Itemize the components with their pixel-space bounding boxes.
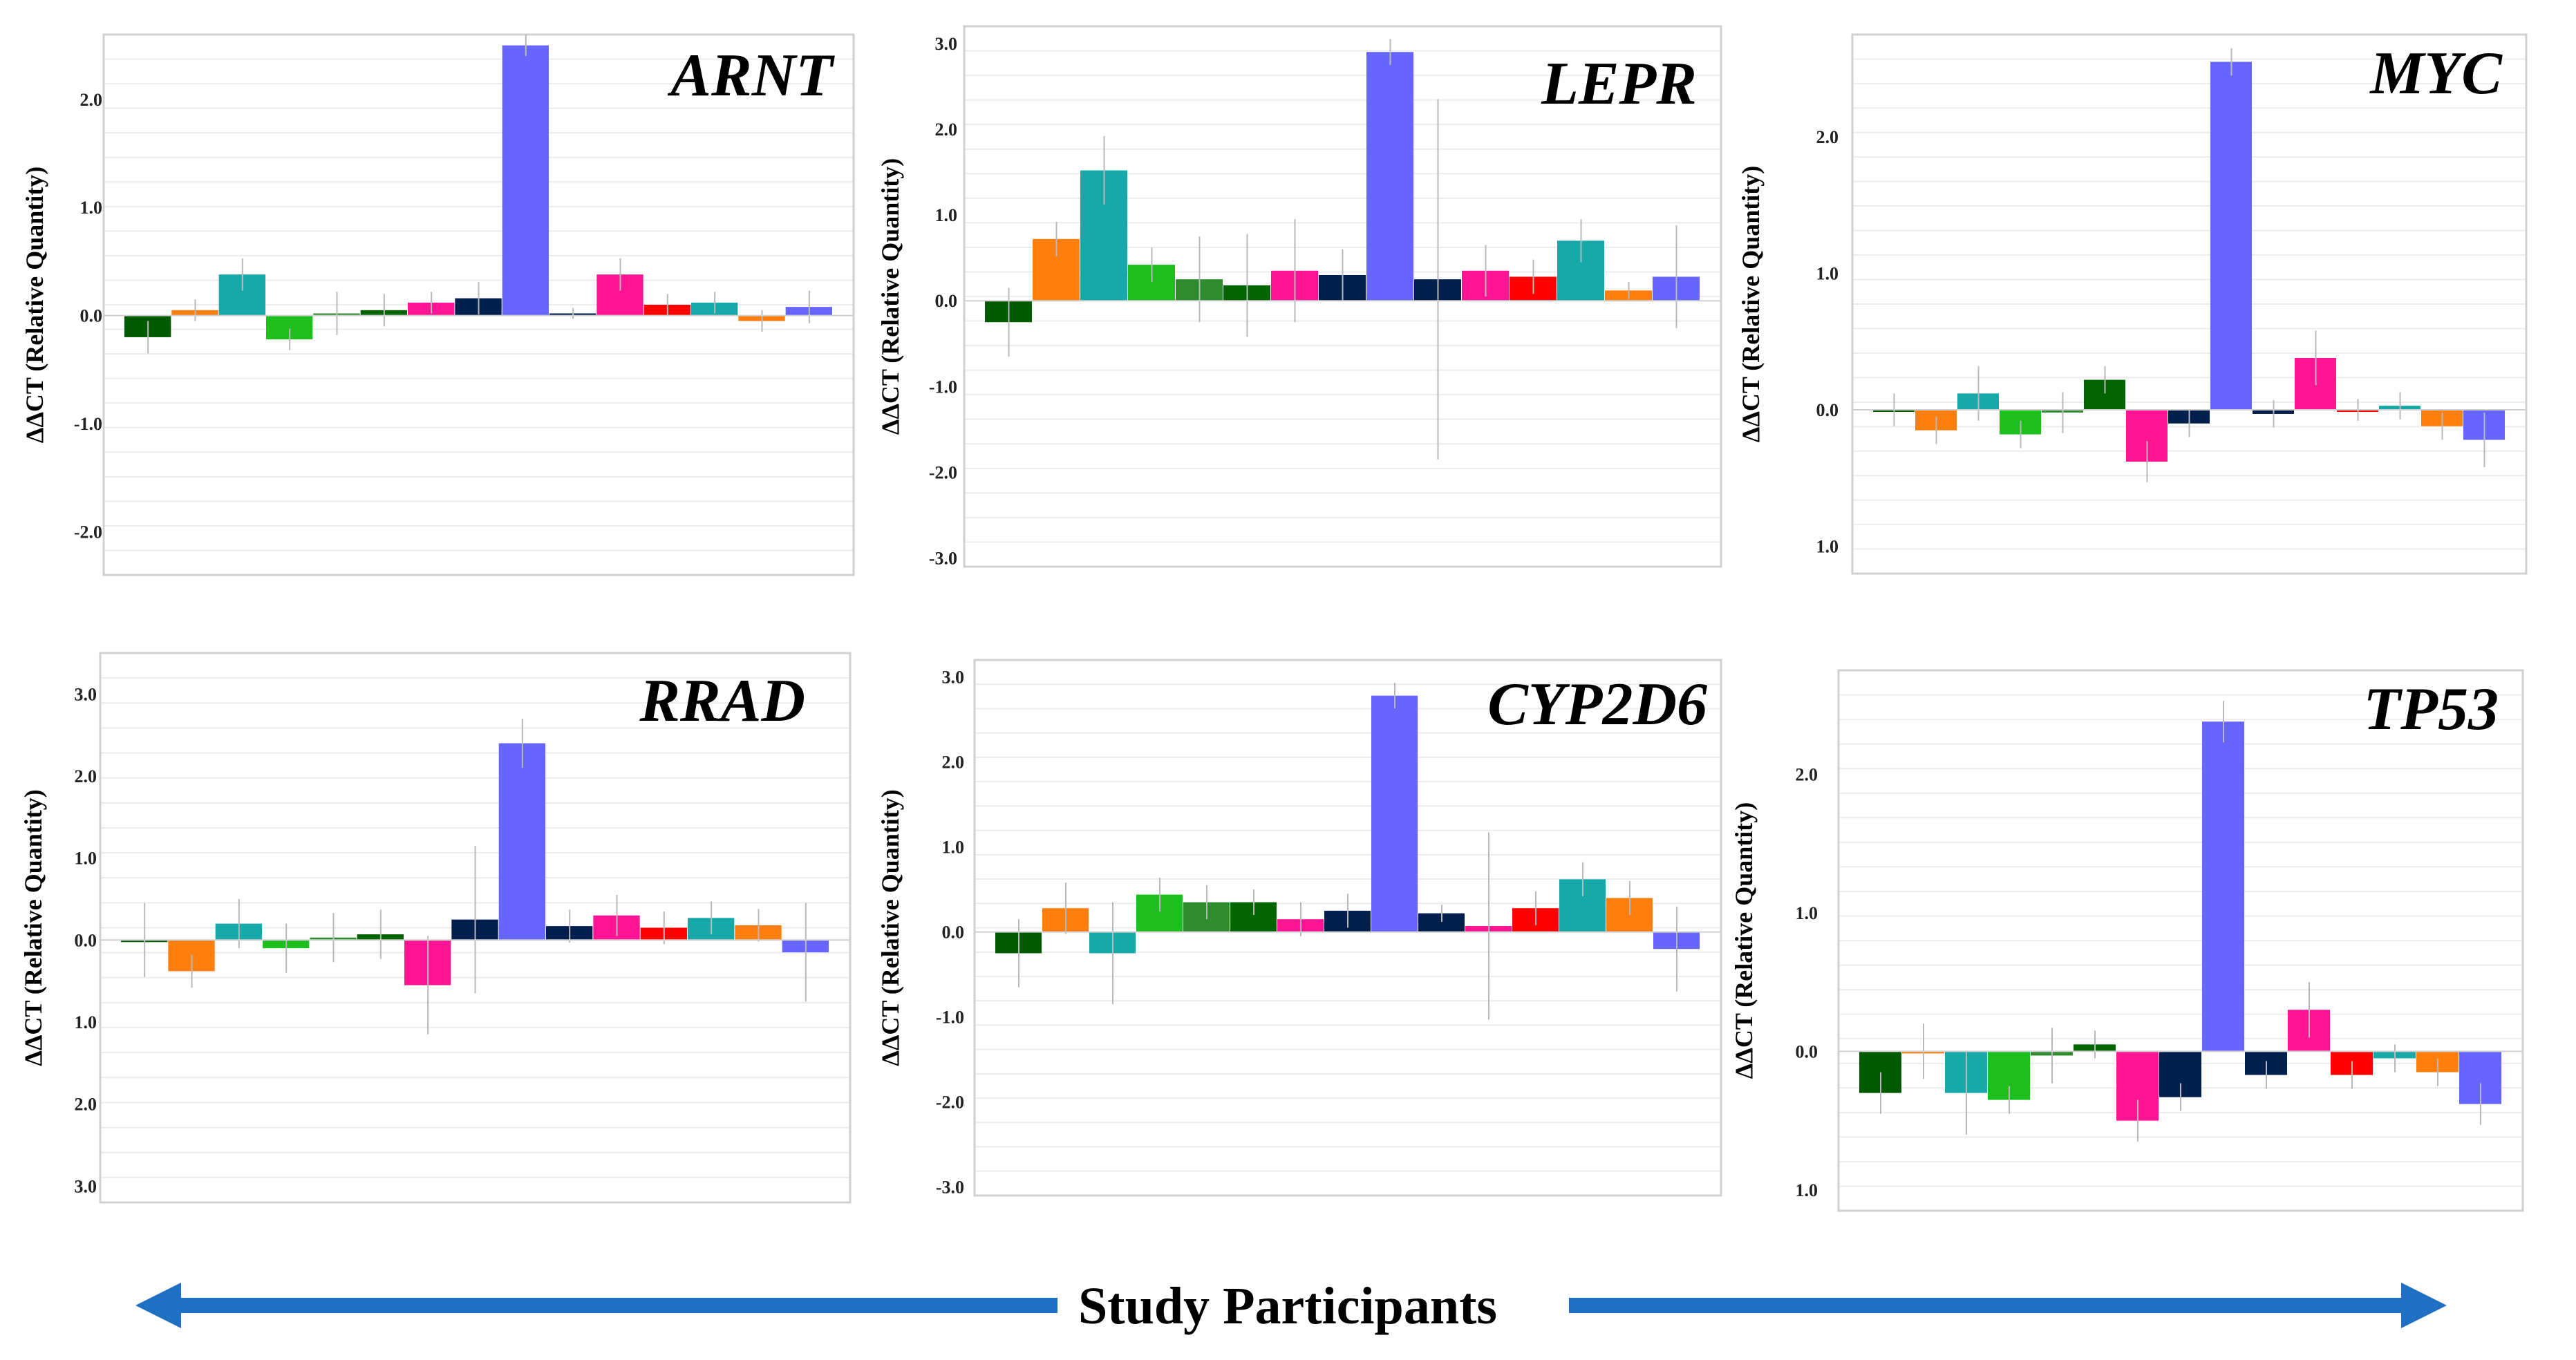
plot-frame bbox=[1851, 33, 2528, 575]
y-tick-label: 1.0 bbox=[75, 849, 97, 869]
y-axis-label: ΔΔCT (Relative Quantity) bbox=[1730, 802, 1758, 1079]
y-tick-label: 0.0 bbox=[80, 306, 103, 326]
gene-title: MYC bbox=[2369, 40, 2503, 107]
y-tick-label: 0.0 bbox=[935, 291, 958, 311]
y-tick-label: 1.0 bbox=[1796, 903, 1818, 923]
y-tick-label: 1.0 bbox=[75, 1012, 97, 1032]
y-tick-label: 2.0 bbox=[942, 753, 965, 773]
y-axis-label: ΔΔCT (Relative Quantity) bbox=[876, 158, 904, 435]
left-arrow bbox=[135, 1283, 1057, 1328]
y-axis-label: ΔΔCT (Relative Quantity) bbox=[1737, 166, 1765, 442]
y-tick-label: 2.0 bbox=[1816, 127, 1839, 147]
y-tick-label: 2.0 bbox=[80, 90, 103, 110]
gene-title: TP53 bbox=[2363, 676, 2499, 743]
y-tick-label: 1.0 bbox=[1816, 537, 1839, 557]
chart-panel-tp53: 2.0 1.0 0.0 1.0 ΔΔCT (Relative Quantity) TP53 bbox=[1730, 669, 2524, 1212]
left-arrow-head bbox=[135, 1283, 181, 1328]
left-arrow-shaft bbox=[166, 1298, 1057, 1313]
gene-title: ARNT bbox=[667, 42, 835, 109]
y-tick-label: -1.0 bbox=[936, 1008, 964, 1028]
chart-panel-lepr: 3.0 2.0 1.0 0.0 -1.0 -2.0 -3.0 ΔΔCT (Relative Q… bbox=[876, 25, 1722, 569]
y-tick-label: -1.0 bbox=[74, 414, 102, 434]
y-tick-label: 2.0 bbox=[75, 766, 97, 786]
bar bbox=[502, 45, 549, 316]
y-tick-label: 2.0 bbox=[75, 1095, 97, 1115]
bar bbox=[498, 743, 545, 941]
gene-title: LEPR bbox=[1541, 50, 1697, 117]
y-axis-label: ΔΔCT (Relative Quantity) bbox=[876, 789, 904, 1066]
y-tick-label: 1.0 bbox=[1796, 1180, 1818, 1200]
y-tick-label: 1.0 bbox=[935, 205, 958, 225]
y-tick-label: -3.0 bbox=[929, 549, 957, 569]
gene-title: CYP2D6 bbox=[1487, 671, 1707, 738]
right-arrow bbox=[1569, 1283, 2447, 1328]
y-tick-label: 2.0 bbox=[1796, 764, 1818, 784]
y-tick-label: 0.0 bbox=[1816, 400, 1839, 420]
y-tick-label: 1.0 bbox=[80, 198, 103, 218]
y-tick-label: 3.0 bbox=[75, 684, 97, 704]
y-tick-label: -2.0 bbox=[929, 462, 957, 482]
chart-panel-arnt: 2.0 1.0 0.0 -1.0 -2.0 ΔΔCT (Relative Quantity… bbox=[21, 33, 855, 576]
plot-frame bbox=[102, 33, 855, 576]
y-tick-label: -1.0 bbox=[929, 377, 957, 397]
y-tick-label: -3.0 bbox=[936, 1178, 964, 1198]
study-participants-footer: Study Participants bbox=[135, 1277, 2447, 1335]
y-axis-label: ΔΔCT (Relative Quantity) bbox=[21, 167, 48, 443]
y-tick-label: 0.0 bbox=[1796, 1041, 1818, 1061]
plot-frame bbox=[973, 659, 1722, 1197]
y-tick-label: 3.0 bbox=[935, 34, 958, 54]
y-tick-label: 3.0 bbox=[942, 668, 965, 688]
chart-panel-rrad: 3.0 2.0 1.0 0.0 1.0 2.0 3.0 ΔΔCT (Relative Quan… bbox=[19, 652, 852, 1204]
right-arrow-shaft bbox=[1569, 1298, 2423, 1313]
bar bbox=[1366, 52, 1413, 301]
y-tick-label: -2.0 bbox=[74, 522, 102, 542]
y-tick-label: 0.0 bbox=[942, 923, 965, 943]
y-tick-label: 3.0 bbox=[75, 1176, 97, 1196]
y-tick-label: 0.0 bbox=[75, 930, 97, 950]
chart-panel-cyp2d6: 3.0 2.0 1.0 0.0 -1.0 -2.0 -3.0 ΔΔCT (Relative Q… bbox=[876, 659, 1722, 1198]
bar bbox=[2202, 721, 2244, 1052]
y-tick-label: 1.0 bbox=[1816, 264, 1839, 284]
plot-frame bbox=[1837, 669, 2524, 1212]
bar bbox=[2210, 62, 2252, 410]
bar bbox=[1371, 695, 1418, 932]
chart-panel-myc: 2.0 1.0 0.0 1.0 ΔΔCT (Relative Quantity) MYC bbox=[1737, 33, 2528, 575]
right-arrow-head bbox=[2401, 1283, 2447, 1328]
y-tick-label: 1.0 bbox=[942, 838, 965, 858]
y-axis-label: ΔΔCT (Relative Quantity) bbox=[19, 789, 47, 1066]
plot-frame bbox=[963, 25, 1722, 568]
gene-title: RRAD bbox=[639, 668, 805, 735]
study-participants-label: Study Participants bbox=[1078, 1277, 1497, 1335]
y-tick-label: 2.0 bbox=[935, 120, 958, 140]
y-tick-label: -2.0 bbox=[936, 1093, 964, 1113]
plot-frame bbox=[99, 652, 852, 1204]
